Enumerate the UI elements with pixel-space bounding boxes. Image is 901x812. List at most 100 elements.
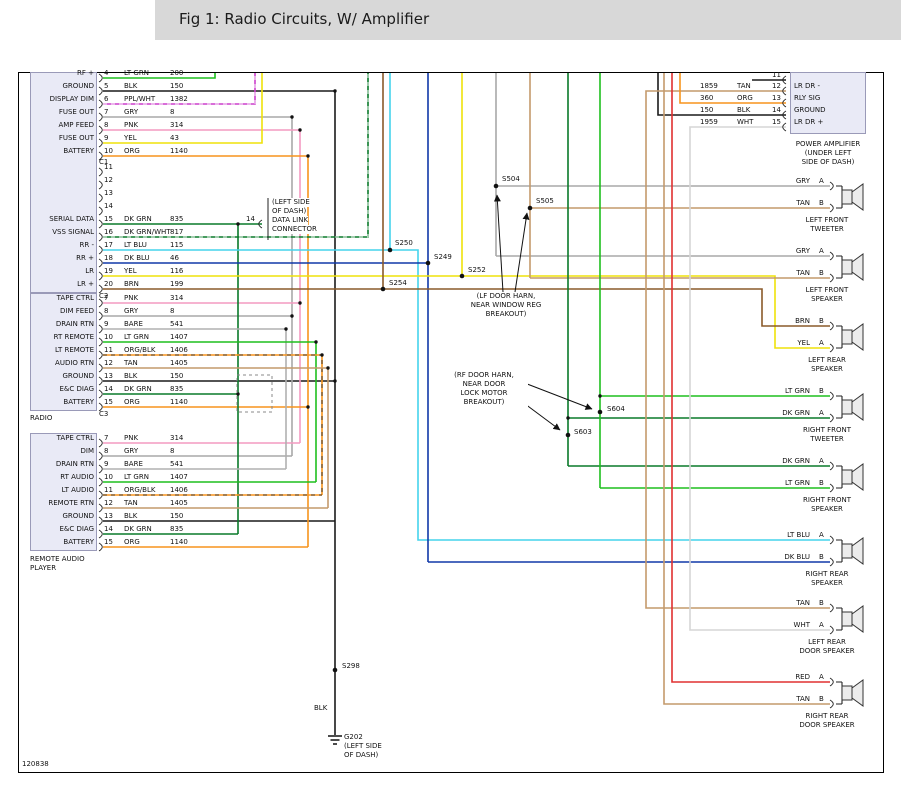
pin-label: DIM: [80, 447, 95, 455]
speaker-pin-letter: B: [819, 479, 824, 487]
circuit-number: 116: [170, 267, 184, 275]
circuit-number: 314: [170, 121, 184, 129]
connector-pin-number: 13: [104, 512, 113, 520]
connector-pin-number: 14: [104, 202, 113, 210]
harness-note: NEAR DOOR: [440, 380, 528, 389]
pin-label: DRAIN RTN: [55, 460, 94, 468]
pin-label: RT AUDIO: [60, 473, 94, 481]
junction-dot: [298, 301, 302, 305]
pin-label: RR +: [76, 254, 94, 262]
speaker-name: LEFT FRONT: [805, 216, 849, 224]
circuit-number: 360: [700, 94, 714, 102]
speaker-pin-letter: A: [819, 531, 824, 539]
connector-pin-number: 7: [104, 434, 109, 442]
speaker-icon: [841, 399, 853, 415]
connector-pin-number: 9: [104, 134, 109, 142]
pin-bracket: [829, 203, 834, 213]
splice-label: S249: [434, 253, 452, 261]
wire-color-label: LT GRN: [124, 333, 149, 341]
circuit-number: 150: [170, 82, 184, 90]
harness-note: NEAR WINDOW REG: [462, 301, 550, 310]
speaker-pin-letter: A: [819, 177, 824, 185]
connector-pin-number: 12: [104, 176, 113, 184]
speaker-name: TWEETER: [810, 225, 844, 233]
wire-yel: [103, 73, 830, 349]
circuit-number: 200: [170, 69, 184, 77]
wire-color-label: BRN: [795, 317, 810, 325]
wire-color-label: PNK: [124, 434, 139, 442]
speaker-cone-icon: [851, 393, 864, 421]
speaker-pin-letter: A: [819, 409, 824, 417]
circuit-number: 1406: [170, 346, 188, 354]
wire-color-label: DK GRN: [124, 215, 152, 223]
component-label-remote-player: PLAYER: [30, 564, 57, 572]
pin-bracket: [98, 138, 103, 148]
pin-bracket: [98, 337, 103, 347]
pin-label: FUSE OUT: [58, 134, 94, 142]
speaker-name: SPEAKER: [811, 579, 843, 587]
junction-dot: [236, 222, 240, 226]
pin-bracket: [782, 122, 787, 132]
shield-dashed-box: [236, 374, 273, 413]
speaker-cone-icon: [851, 679, 864, 707]
speaker-name: LEFT FRONT: [805, 286, 849, 294]
connector-pin-number: 14: [104, 525, 113, 533]
speaker-name: DOOR SPEAKER: [799, 721, 855, 729]
connector-pin-number: 15: [104, 215, 113, 223]
speaker-name: LEFT REAR: [808, 638, 846, 646]
splice-dot: [380, 286, 386, 292]
wire-tan: [663, 73, 830, 705]
wire-color-label: BRN: [124, 280, 139, 288]
pin-label: LR: [85, 267, 94, 275]
splice-label: S254: [389, 279, 407, 287]
pin-bracket: [98, 311, 103, 321]
connector-pin-number: 16: [104, 228, 113, 236]
pin-bracket: [98, 151, 103, 161]
connector-id: C3: [99, 410, 109, 418]
pin-bracket: [98, 464, 103, 474]
wire-color-label: DK GRN/WHT: [124, 228, 171, 236]
pin-label: DRAIN RTN: [55, 320, 94, 328]
connector-pin-number: 10: [104, 147, 113, 155]
diagram-frame: [18, 72, 884, 773]
splice-label: S252: [468, 266, 486, 274]
pin-bracket: [98, 112, 103, 122]
pin-bracket: [829, 699, 834, 709]
circuit-number: 150: [170, 372, 184, 380]
dlc-label: DATA LINK: [272, 216, 309, 225]
ground-label: OF DASH): [344, 751, 379, 759]
connector-pin-number: 7: [104, 108, 109, 116]
speaker-pin-letter: B: [819, 695, 824, 703]
connector-pin-number: 13: [772, 94, 781, 102]
circuit-number: 817: [170, 228, 184, 236]
junction-dot: [298, 128, 302, 132]
splice-label: S250: [395, 239, 413, 247]
splice-dot: [387, 247, 393, 253]
connector-pin-number: 4: [104, 69, 109, 77]
pin-bracket: [782, 86, 787, 96]
speaker-pin-letter: A: [819, 673, 824, 681]
pin-bracket: [98, 219, 103, 229]
pin-bracket: [98, 363, 103, 373]
connector-pin-number: 7: [104, 294, 109, 302]
connector-pin-number: 8: [104, 307, 109, 315]
wire-color-label: YEL: [797, 339, 810, 347]
pin-label: GROUND: [62, 512, 94, 520]
circuit-number: 835: [170, 525, 184, 533]
circuit-number: 541: [170, 320, 184, 328]
wire-color-label: LT BLU: [787, 531, 810, 539]
connector-pin-number: 11: [104, 486, 113, 494]
speaker-icon: [841, 543, 853, 559]
wire-color-label: DK GRN: [782, 409, 810, 417]
connector-pin-number: 11: [104, 163, 113, 171]
component-label-remote-player: REMOTE AUDIO: [30, 555, 85, 563]
harness-note: (LF DOOR HARN,: [462, 292, 550, 301]
speaker-pin-letter: A: [819, 247, 824, 255]
speaker-pin-letter: B: [819, 199, 824, 207]
wire-color-label: TAN: [796, 269, 810, 277]
radio-connector-c1-box: [30, 72, 97, 293]
speaker-name: RIGHT FRONT: [802, 496, 852, 504]
splice-dot: [459, 273, 465, 279]
wire-color-label: ORG: [737, 94, 753, 102]
pin-bracket: [829, 625, 834, 635]
